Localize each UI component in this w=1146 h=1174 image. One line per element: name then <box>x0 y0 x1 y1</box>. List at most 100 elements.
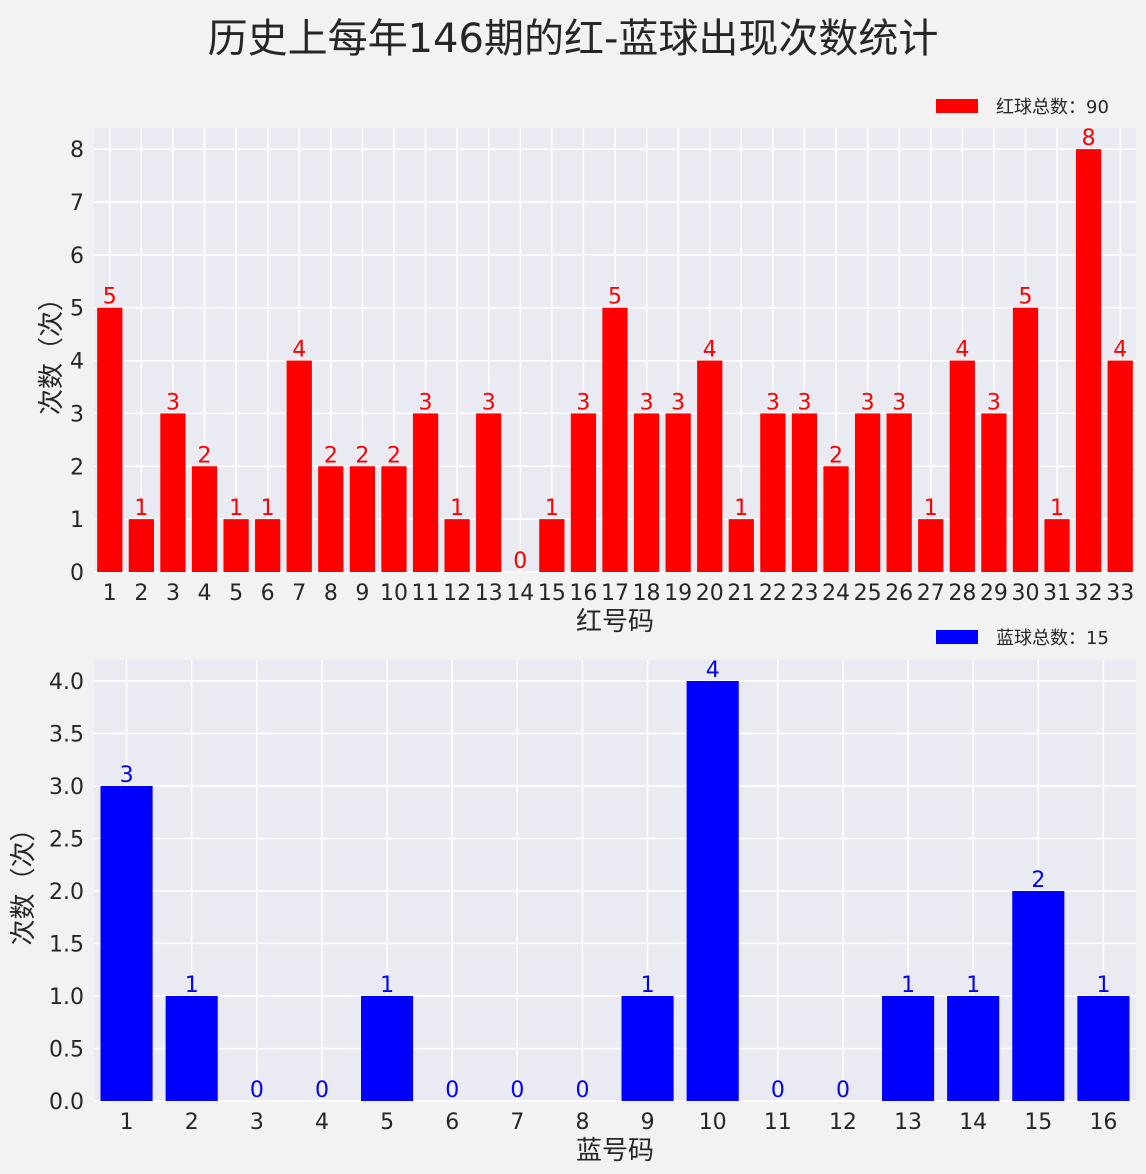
red-x-tick-label: 29 <box>980 581 1008 606</box>
red-x-tick-label: 33 <box>1106 581 1134 606</box>
red-value-label: 1 <box>1050 496 1064 521</box>
red-bar <box>381 466 407 572</box>
red-value-label: 1 <box>545 496 559 521</box>
blue-bar <box>1077 996 1130 1101</box>
red-y-tick-label: 1 <box>70 508 84 533</box>
red-bar <box>255 519 281 572</box>
red-bar <box>602 307 628 572</box>
blue-value-label: 0 <box>445 1078 459 1103</box>
red-y-tick-label: 3 <box>70 402 84 427</box>
red-x-tick-label: 3 <box>166 581 180 606</box>
red-legend-label: 红球总数：90 <box>996 97 1109 118</box>
blue-value-label: 0 <box>575 1078 589 1103</box>
red-bar <box>128 519 154 572</box>
red-legend-swatch <box>936 99 978 113</box>
blue-value-label: 1 <box>901 973 915 998</box>
red-x-tick-label: 12 <box>443 581 471 606</box>
red-y-tick-label: 2 <box>70 455 84 480</box>
red-x-tick-label: 24 <box>822 581 850 606</box>
red-value-label: 8 <box>1082 126 1096 151</box>
red-value-label: 3 <box>766 390 780 415</box>
red-bar <box>760 413 786 572</box>
blue-value-label: 0 <box>250 1078 264 1103</box>
blue-x-tick-label: 5 <box>380 1110 394 1135</box>
blue-value-label: 1 <box>185 973 199 998</box>
red-y-tick-label: 4 <box>70 350 84 375</box>
red-bar <box>349 466 376 572</box>
red-bar <box>412 413 439 572</box>
red-value-label: 4 <box>1113 338 1127 363</box>
red-bar <box>886 413 912 572</box>
blue-bar <box>1012 891 1065 1101</box>
figure-title: 历史上每年146期的红-蓝球出现次数统计 <box>207 16 939 62</box>
red-value-label: 3 <box>640 390 654 415</box>
red-x-tick-label: 15 <box>538 581 566 606</box>
blue-x-tick-label: 16 <box>1089 1110 1117 1135</box>
red-x-tick-label: 1 <box>103 581 117 606</box>
blue-x-tick-label: 14 <box>959 1110 987 1135</box>
red-x-tick-label: 30 <box>1011 581 1039 606</box>
red-x-tick-label: 2 <box>134 581 148 606</box>
red-x-tick-label: 25 <box>854 581 882 606</box>
red-x-tick-label: 5 <box>229 581 243 606</box>
red-value-label: 3 <box>892 390 906 415</box>
blue-bar <box>361 996 414 1101</box>
red-bar <box>160 413 186 572</box>
red-x-tick-label: 14 <box>506 581 534 606</box>
red-bar <box>823 466 849 572</box>
red-bar <box>539 519 565 572</box>
red-x-tick-label: 7 <box>292 581 306 606</box>
blue-x-tick-label: 3 <box>250 1110 264 1135</box>
blue-y-tick-label: 1.0 <box>49 985 84 1010</box>
red-x-tick-label: 32 <box>1075 581 1103 606</box>
red-bar <box>697 360 723 572</box>
red-value-label: 4 <box>955 338 969 363</box>
red-value-label: 2 <box>829 443 843 468</box>
red-x-tick-label: 18 <box>633 581 661 606</box>
red-x-tick-label: 4 <box>198 581 212 606</box>
red-bar <box>981 413 1007 572</box>
blue-y-tick-label: 3.0 <box>49 775 84 800</box>
blue-value-label: 4 <box>706 658 720 683</box>
blue-x-tick-label: 6 <box>445 1110 459 1135</box>
blue-x-tick-label: 4 <box>315 1110 329 1135</box>
red-bar <box>665 413 691 572</box>
red-bar <box>1044 519 1070 572</box>
red-x-tick-label: 27 <box>917 581 945 606</box>
red-value-label: 4 <box>703 338 717 363</box>
red-value-label: 2 <box>387 443 401 468</box>
red-bar <box>286 360 312 572</box>
red-bar <box>444 519 470 572</box>
blue-value-label: 0 <box>315 1078 329 1103</box>
red-value-label: 3 <box>797 390 811 415</box>
red-y-axis-label: 次数（次） <box>37 285 67 415</box>
red-bar <box>633 413 660 572</box>
blue-legend-swatch <box>936 630 978 644</box>
blue-y-tick-label: 0.0 <box>49 1090 84 1115</box>
red-x-tick-label: 10 <box>380 581 408 606</box>
red-x-tick-label: 8 <box>324 581 338 606</box>
blue-bar <box>686 681 739 1101</box>
red-x-tick-label: 31 <box>1043 581 1071 606</box>
red-bar <box>191 466 218 572</box>
blue-value-label: 1 <box>1096 973 1110 998</box>
red-value-label: 2 <box>355 443 369 468</box>
red-x-tick-label: 22 <box>759 581 787 606</box>
blue-value-label: 3 <box>120 763 134 788</box>
red-bar <box>949 360 975 572</box>
blue-x-tick-label: 10 <box>699 1110 727 1135</box>
red-value-label: 2 <box>324 443 338 468</box>
blue-bar <box>165 996 218 1101</box>
red-x-tick-label: 17 <box>601 581 629 606</box>
red-value-label: 3 <box>482 390 496 415</box>
red-x-tick-label: 26 <box>885 581 913 606</box>
blue-legend-label: 蓝球总数：15 <box>996 628 1109 649</box>
blue-x-tick-label: 7 <box>510 1110 524 1135</box>
red-value-label: 1 <box>134 496 148 521</box>
blue-bar <box>100 786 153 1101</box>
red-x-tick-label: 16 <box>569 581 597 606</box>
red-bar <box>97 307 123 572</box>
red-bar <box>1012 307 1039 572</box>
blue-x-tick-label: 8 <box>575 1110 589 1135</box>
